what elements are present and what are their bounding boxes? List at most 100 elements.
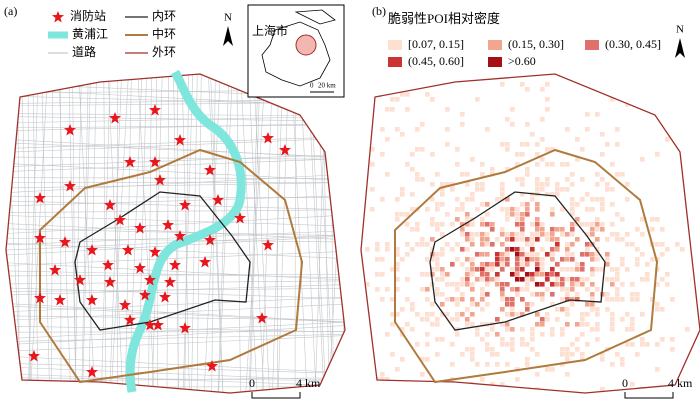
density-cell bbox=[425, 342, 430, 347]
density-cell bbox=[510, 302, 515, 307]
density-cell bbox=[500, 82, 505, 87]
density-cell bbox=[530, 247, 535, 252]
road bbox=[6, 270, 345, 279]
density-cell bbox=[455, 332, 460, 337]
density-cell bbox=[480, 182, 485, 187]
density-cell bbox=[515, 247, 520, 252]
density-cell bbox=[620, 257, 625, 262]
density-cell bbox=[435, 267, 440, 272]
density-cell bbox=[535, 292, 540, 297]
density-cell bbox=[385, 247, 390, 252]
density-cell bbox=[550, 147, 555, 152]
density-cell bbox=[550, 237, 555, 242]
density-cell bbox=[515, 252, 520, 257]
density-cell bbox=[660, 227, 665, 232]
density-cell bbox=[525, 277, 530, 282]
density-cell bbox=[535, 142, 540, 147]
scale-bar bbox=[251, 392, 301, 399]
density-cell bbox=[530, 277, 535, 282]
density-cell bbox=[515, 212, 520, 217]
density-cell bbox=[455, 282, 460, 287]
panel-label: (b) bbox=[372, 4, 386, 18]
density-cell bbox=[465, 272, 470, 277]
density-cell bbox=[575, 267, 580, 272]
density-cell bbox=[400, 87, 405, 92]
density-cell bbox=[535, 207, 540, 212]
density-cell bbox=[595, 252, 600, 257]
density-cell bbox=[480, 377, 485, 382]
density-cell bbox=[545, 82, 550, 87]
density-cell bbox=[580, 357, 585, 362]
density-cell bbox=[465, 237, 470, 242]
density-cell bbox=[610, 317, 615, 322]
road bbox=[6, 113, 345, 117]
density-cell bbox=[375, 242, 380, 247]
density-cell bbox=[530, 232, 535, 237]
density-cell bbox=[520, 267, 525, 272]
density-cell bbox=[520, 237, 525, 242]
density-cell bbox=[630, 317, 635, 322]
density-cell bbox=[440, 337, 445, 342]
density-cell bbox=[580, 267, 585, 272]
density-cell bbox=[535, 202, 540, 207]
density-cell bbox=[605, 307, 610, 312]
density-cell bbox=[510, 267, 515, 272]
fire-station bbox=[279, 144, 291, 156]
density-cell bbox=[590, 197, 595, 202]
road bbox=[6, 182, 345, 189]
density-cell bbox=[540, 227, 545, 232]
legend-swatch bbox=[585, 40, 599, 50]
density-cell bbox=[630, 382, 635, 387]
road bbox=[6, 324, 345, 346]
density-cell bbox=[640, 277, 645, 282]
density-cell bbox=[525, 362, 530, 367]
density-cell bbox=[505, 217, 510, 222]
density-cell bbox=[520, 212, 525, 217]
density-cell bbox=[565, 372, 570, 377]
density-cell bbox=[520, 222, 525, 227]
density-cell bbox=[630, 292, 635, 297]
density-cell bbox=[655, 282, 660, 287]
density-cell bbox=[630, 297, 635, 302]
density-cell bbox=[380, 127, 385, 132]
density-cell bbox=[625, 97, 630, 102]
density-cell bbox=[455, 297, 460, 302]
density-cell bbox=[480, 292, 485, 297]
density-cell bbox=[585, 252, 590, 257]
density-cell bbox=[580, 332, 585, 337]
inset-title: 上海市 bbox=[252, 23, 288, 38]
density-cell bbox=[650, 227, 655, 232]
density-cell bbox=[430, 222, 435, 227]
density-cell bbox=[655, 217, 660, 222]
density-cell bbox=[575, 347, 580, 352]
density-cell bbox=[595, 77, 600, 82]
density-cell bbox=[465, 317, 470, 322]
density-cell bbox=[610, 327, 615, 332]
density-cell bbox=[570, 232, 575, 237]
density-cell bbox=[530, 327, 535, 332]
density-cell bbox=[595, 197, 600, 202]
density-cell bbox=[505, 142, 510, 147]
density-cell bbox=[500, 282, 505, 287]
density-cell bbox=[435, 287, 440, 292]
density-cell bbox=[565, 312, 570, 317]
density-cell bbox=[540, 247, 545, 252]
density-cell bbox=[590, 297, 595, 302]
road bbox=[27, 74, 39, 393]
density-cell bbox=[565, 247, 570, 252]
density-cell bbox=[370, 147, 375, 152]
legend-label: 外环 bbox=[152, 45, 176, 59]
density-cell bbox=[450, 362, 455, 367]
density-cell bbox=[585, 302, 590, 307]
density-cell bbox=[570, 342, 575, 347]
density-cell bbox=[695, 142, 700, 147]
density-cell bbox=[505, 312, 510, 317]
density-cell bbox=[600, 352, 605, 357]
density-cell bbox=[475, 232, 480, 237]
density-cell bbox=[430, 152, 435, 157]
density-cell bbox=[395, 217, 400, 222]
density-cell bbox=[470, 192, 475, 197]
density-cell bbox=[495, 362, 500, 367]
density-cell bbox=[635, 257, 640, 262]
density-cell bbox=[385, 377, 390, 382]
